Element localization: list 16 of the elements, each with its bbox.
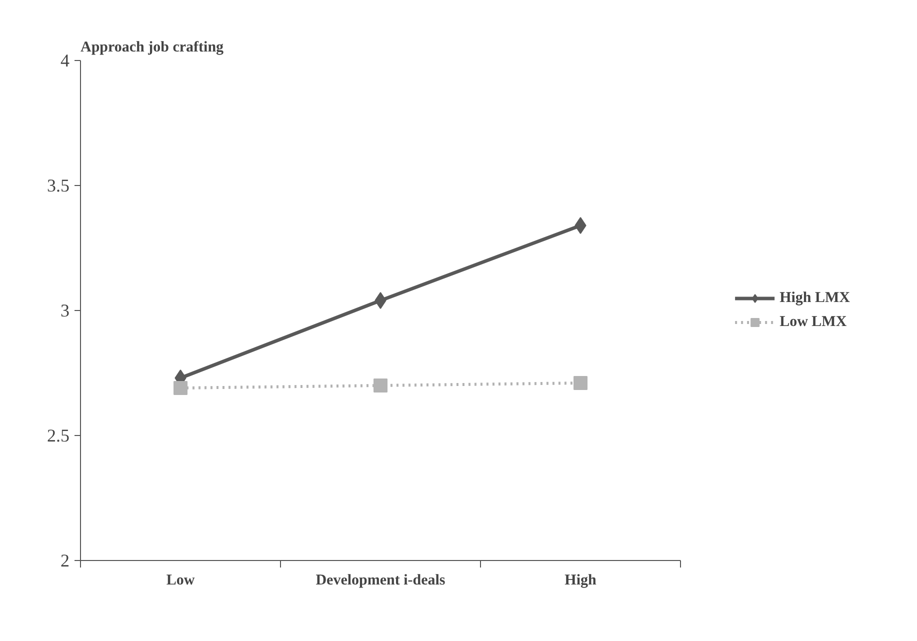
point: [574, 217, 586, 234]
point: [374, 378, 388, 392]
legend-label: High LMX: [780, 290, 850, 306]
y-tick-label: 3: [60, 300, 70, 320]
x-tick-label: Development i-deals: [316, 572, 446, 588]
point: [174, 381, 188, 395]
y-tick-label: 4: [60, 50, 70, 70]
legend-label: Low LMX: [780, 314, 847, 330]
y-tick-label: 3.5: [47, 176, 70, 196]
x-tick-label: High: [564, 572, 597, 588]
x-tick-label: Low: [166, 572, 195, 588]
y-tick-label: 2.5: [47, 426, 70, 446]
y-tick-label: 2: [60, 550, 70, 570]
point: [574, 376, 588, 390]
point: [374, 292, 386, 309]
chart-title: Approach job crafting: [80, 40, 224, 56]
